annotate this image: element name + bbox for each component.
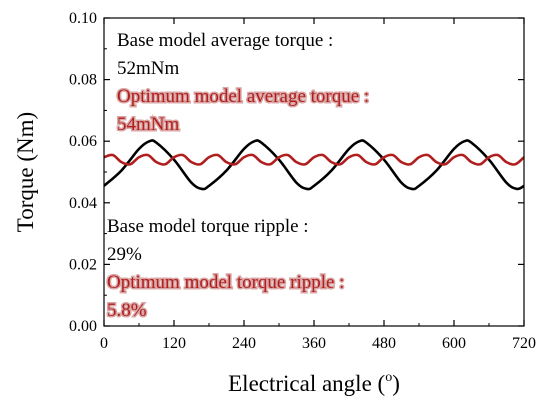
annotation-text: Base model average torque : bbox=[117, 30, 333, 51]
annotation-text: Optimum model torque ripple : bbox=[107, 272, 344, 293]
annotation-text: 5.8% bbox=[107, 300, 147, 321]
annotation-text: Base model torque ripple : bbox=[107, 216, 309, 237]
x-tick-label: 720 bbox=[512, 335, 536, 352]
x-axis-title-close: ) bbox=[392, 371, 400, 396]
x-tick-label: 0 bbox=[100, 335, 108, 352]
y-axis-title: Torque (Nm) bbox=[13, 112, 38, 232]
annotation-text: 54mNm bbox=[117, 114, 180, 135]
y-tick-label: 0.06 bbox=[69, 133, 97, 150]
x-tick-label: 480 bbox=[372, 335, 396, 352]
x-tick-label: 360 bbox=[302, 335, 326, 352]
y-tick-label: 0.08 bbox=[69, 72, 97, 89]
x-tick-label: 120 bbox=[162, 335, 186, 352]
x-tick-label: 600 bbox=[442, 335, 466, 352]
series-line-2 bbox=[104, 153, 524, 166]
annotation-text: 52mNm bbox=[117, 58, 180, 79]
annotation-text: Optimum model average torque : bbox=[117, 86, 369, 107]
series-line-1 bbox=[104, 139, 524, 191]
x-axis-title-superscript: o bbox=[385, 370, 392, 385]
y-tick-label: 0.02 bbox=[69, 256, 97, 273]
x-axis-title: Electrical angle (o) bbox=[228, 370, 400, 396]
y-tick-label: 0.04 bbox=[69, 195, 97, 212]
y-tick-label: 0.10 bbox=[69, 10, 97, 27]
y-tick-label: 0.00 bbox=[69, 318, 97, 335]
x-axis-title-main: Electrical angle ( bbox=[228, 371, 385, 396]
x-tick-label: 240 bbox=[232, 335, 256, 352]
annotation-text: 29% bbox=[107, 244, 142, 265]
